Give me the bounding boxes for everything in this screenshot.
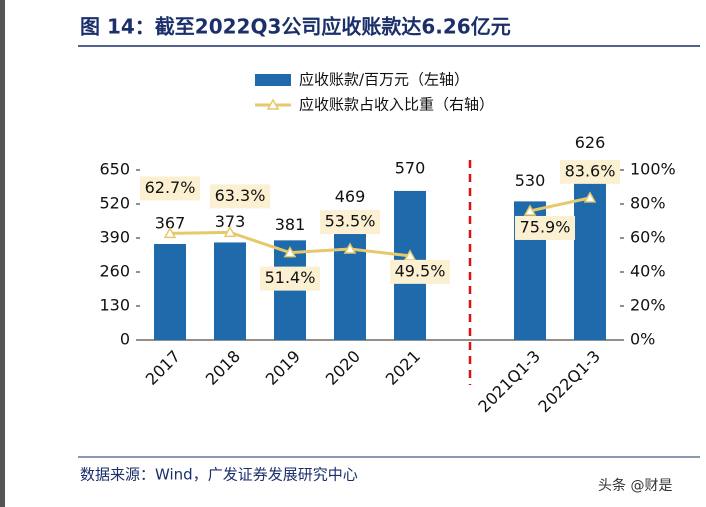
line-marker: [583, 191, 597, 203]
chart-title: 图 14：截至2022Q3公司应收账款达6.26亿元: [80, 15, 511, 39]
line-marker: [163, 226, 177, 239]
bar-label: 373: [215, 212, 246, 231]
y2-tick-label: 40%: [630, 262, 666, 281]
bar-label: 626: [575, 133, 606, 152]
y2-tick-label: 60%: [630, 228, 666, 247]
x-tick-label: 2020: [322, 347, 364, 389]
bar-label: 367: [155, 214, 186, 233]
label-box: [390, 259, 450, 284]
line-label: 63.3%: [215, 186, 266, 205]
y-tick-label: 390: [99, 228, 130, 247]
bar-label: 469: [335, 187, 366, 206]
line-marker: [223, 225, 237, 238]
legend-label: 应收账款占收入比重（右轴）: [299, 96, 494, 114]
label-box: [140, 176, 200, 201]
y2-tick-label: 0%: [630, 330, 655, 349]
label-box: [560, 159, 620, 184]
source: 数据来源：Wind，广发证券发展研究中心: [80, 466, 358, 484]
bar-label: 530: [515, 171, 546, 190]
x-tick-label: 2019: [262, 347, 304, 389]
y2-tick-label: 100%: [630, 160, 676, 179]
line-label: 62.7%: [145, 178, 196, 197]
y-tick-label: 260: [99, 262, 130, 281]
line-label: 49.5%: [395, 261, 446, 280]
edge-strip: [0, 0, 5, 507]
line-label: 75.9%: [520, 217, 571, 236]
watermark: 头条 @财是: [598, 477, 672, 494]
line-label: 83.6%: [565, 161, 616, 180]
y-tick-label: 520: [99, 194, 130, 213]
legend-swatch: [255, 74, 291, 86]
label-box: [210, 184, 270, 209]
x-tick-label: 2022Q1-3: [534, 347, 604, 417]
line-marker: [283, 246, 297, 258]
bar-label: 570: [395, 158, 426, 177]
bar: [214, 242, 246, 340]
bar: [574, 176, 606, 340]
y2-tick-label: 80%: [630, 194, 666, 213]
line-label: 51.4%: [265, 268, 316, 287]
bar: [334, 217, 366, 340]
x-tick-label: 2021: [382, 347, 424, 389]
line-marker: [523, 204, 537, 216]
label-box: [515, 215, 575, 240]
legend-marker: [266, 98, 280, 110]
line-marker: [343, 242, 357, 254]
bar: [154, 244, 186, 340]
y-tick-label: 130: [99, 296, 130, 315]
bar-label: 381: [275, 215, 306, 234]
x-tick-label: 2018: [202, 347, 244, 389]
legend-label: 应收账款/百万元（左轴）: [299, 71, 469, 89]
x-tick-label: 2017: [142, 347, 184, 389]
line-label: 53.5%: [325, 212, 376, 231]
label-box: [320, 210, 380, 235]
y-tick-label: 650: [99, 160, 130, 179]
y-tick-label: 0: [120, 330, 130, 349]
y2-tick-label: 20%: [630, 296, 666, 315]
x-tick-label: 2021Q1-3: [474, 347, 544, 417]
label-box: [260, 266, 320, 291]
